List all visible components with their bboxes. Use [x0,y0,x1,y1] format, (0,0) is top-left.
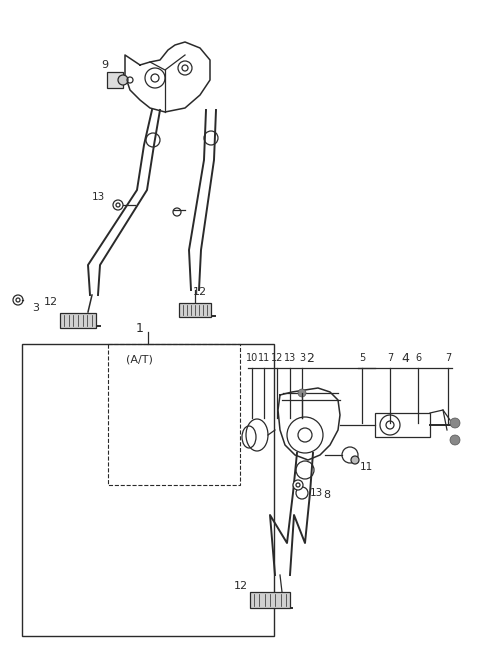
Text: 3: 3 [32,303,39,313]
Text: 3: 3 [299,353,305,363]
Bar [60,312,96,327]
Bar [22,344,274,636]
Bar [107,72,123,88]
Text: 12: 12 [193,287,207,297]
Circle shape [351,456,359,464]
Circle shape [298,389,306,397]
Text: 1: 1 [135,322,143,335]
Text: 13: 13 [284,353,296,363]
Bar [250,592,290,608]
Text: 11: 11 [258,353,270,363]
Text: 12: 12 [271,353,283,363]
Text: 9: 9 [101,60,108,70]
Text: 7: 7 [445,353,451,363]
Circle shape [450,418,460,428]
Text: 13: 13 [92,192,105,202]
Text: 11: 11 [360,462,373,472]
Text: 6: 6 [415,353,421,363]
Text: 12: 12 [234,581,248,591]
Bar [108,344,240,485]
Circle shape [118,75,128,85]
Bar [179,303,211,317]
Text: 4: 4 [401,352,409,365]
Text: (A/T): (A/T) [126,354,153,364]
Text: 5: 5 [359,353,365,363]
Circle shape [293,480,303,490]
Text: 13: 13 [310,488,323,498]
Text: 2: 2 [306,352,314,365]
Circle shape [13,295,23,305]
Bar [375,413,430,437]
Circle shape [450,435,460,445]
Circle shape [113,200,123,210]
Text: 12: 12 [44,297,58,307]
Text: 7: 7 [387,353,393,363]
Text: 8: 8 [323,490,330,500]
Text: 10: 10 [246,353,258,363]
